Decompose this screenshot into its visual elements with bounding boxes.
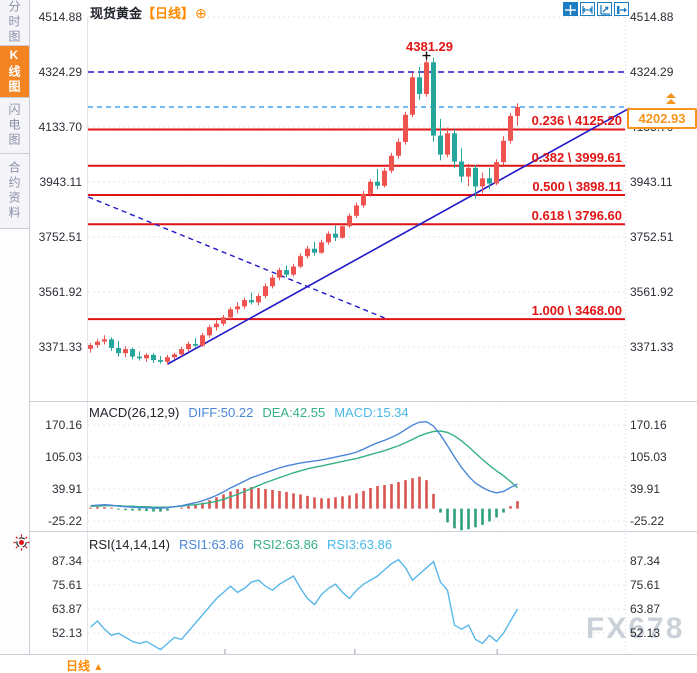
period-selector-label: 日线 <box>66 659 91 673</box>
macd-diff-value: DIFF:50.22 <box>188 405 254 420</box>
chevron-up-icon: ▲ <box>93 662 104 673</box>
macd-params: MACD(26,12,9) <box>89 405 180 420</box>
flash-indicator-icon[interactable] <box>13 534 30 556</box>
macd-dea-value: DEA:42.55 <box>262 405 326 420</box>
current-price-box: 4202.93 <box>627 108 697 129</box>
add-indicator-icon[interactable]: ⊕ <box>195 5 207 21</box>
symbol-name: 现货黄金 <box>90 6 143 21</box>
chart-toolbar <box>563 2 629 16</box>
rsi2-value: RSI2:63.86 <box>252 537 319 552</box>
sidebar: 分时图 K线图 闪电图 合约资料 <box>0 0 30 673</box>
sidebar-tab-kline-chart[interactable]: K线图 <box>0 46 29 98</box>
rsi-params: RSI(14,14,14) <box>89 537 170 552</box>
move-icon[interactable] <box>563 2 578 16</box>
price-up-arrow-icon <box>664 92 678 110</box>
bottom-bar: 日线 ▲ <box>0 654 697 673</box>
scale-y-icon[interactable] <box>597 2 612 16</box>
watermark: FX678 <box>586 612 685 645</box>
chart-title: 现货黄金【日线】⊕ <box>90 3 207 22</box>
rsi3-value: RSI3:63.86 <box>327 537 393 552</box>
sidebar-tab-time-chart[interactable]: 分时图 <box>0 0 29 46</box>
macd-macd-value: MACD:15.34 <box>334 405 409 420</box>
period-selector[interactable]: 日线 ▲ <box>66 657 103 673</box>
rsi-header: RSI(14,14,14) RSI1:63.86 RSI2:63.86 RSI3:63… <box>89 537 401 552</box>
scale-x-icon[interactable] <box>580 2 595 16</box>
sidebar-tab-lightning-chart[interactable]: 闪电图 <box>0 98 29 154</box>
rsi1-value: RSI1:63.86 <box>178 537 244 552</box>
pan-right-icon[interactable] <box>614 2 629 16</box>
macd-header: MACD(26,12,9) DIFF:50.22 DEA:42.55 MACD:15.… <box>89 405 418 420</box>
period-tag: 【日线】 <box>142 6 195 21</box>
sidebar-tab-contract-info[interactable]: 合约资料 <box>0 154 29 229</box>
sidebar-spacer <box>0 229 29 673</box>
